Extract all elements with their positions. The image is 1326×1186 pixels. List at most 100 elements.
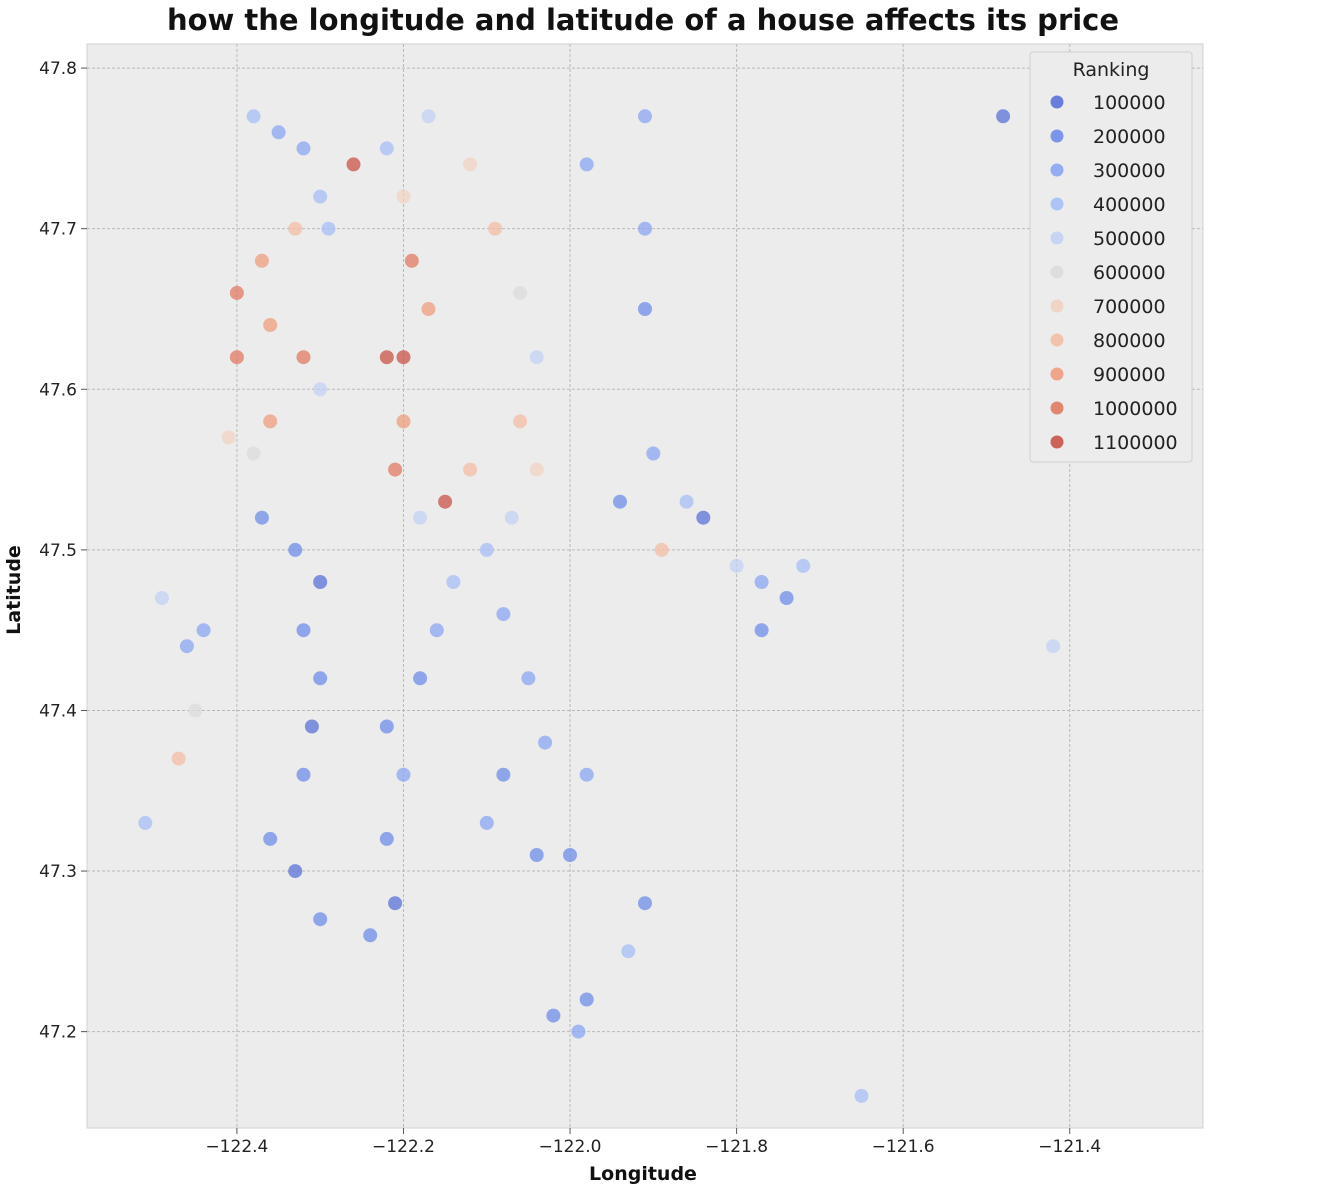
legend-label: 1100000	[1093, 432, 1178, 454]
legend-box	[1029, 51, 1193, 463]
x-tick-label: −122.4	[205, 1137, 268, 1157]
data-point	[379, 719, 394, 734]
data-point	[346, 157, 361, 172]
data-point	[288, 221, 303, 236]
data-point	[638, 221, 652, 236]
data-point	[638, 896, 652, 911]
y-tick-label: 47.4	[39, 701, 77, 721]
data-point	[155, 591, 169, 605]
data-point	[313, 382, 328, 397]
data-point	[504, 510, 519, 525]
data-point	[529, 462, 544, 477]
data-point	[479, 542, 494, 557]
y-axis-label: Latitude	[3, 545, 25, 635]
x-tick-label: −121.4	[1038, 1137, 1101, 1157]
legend-items: 100000 200000 300000 400000 500000 600000 7000…	[1050, 92, 1178, 454]
data-point	[579, 767, 594, 782]
y-tick-label: 47.3	[39, 862, 77, 882]
data-point	[529, 350, 544, 365]
data-point	[463, 462, 478, 477]
legend-marker	[1050, 435, 1064, 449]
data-point	[521, 671, 536, 686]
y-tick-label: 47.2	[39, 1023, 77, 1043]
data-point	[396, 414, 411, 429]
data-point	[179, 639, 194, 654]
data-point	[513, 414, 528, 429]
data-point	[754, 575, 769, 589]
legend-label: 900000	[1093, 364, 1166, 386]
x-axis-ticks: −122.4 −122.2 −122.0 −121.8 −121.6 −121.4	[205, 1128, 1101, 1157]
data-point	[413, 671, 428, 686]
data-point	[429, 623, 444, 638]
data-point	[313, 671, 328, 686]
data-point	[388, 896, 403, 911]
legend-marker	[1050, 231, 1064, 245]
y-axis-ticks: 47.2 47.3 47.4 47.5 47.6 47.7 47.8	[39, 59, 87, 1043]
data-point	[196, 623, 211, 638]
data-point	[638, 109, 652, 124]
data-point	[538, 735, 553, 750]
legend-marker	[1050, 265, 1064, 279]
data-point	[229, 285, 244, 300]
legend-label: 600000	[1093, 262, 1166, 284]
legend-label: 500000	[1093, 228, 1166, 250]
legend-label: 1000000	[1093, 398, 1178, 420]
y-tick-label: 47.6	[39, 380, 77, 400]
data-point	[288, 542, 303, 557]
data-point	[413, 510, 428, 525]
data-point	[446, 575, 461, 589]
data-point	[396, 350, 411, 365]
data-point	[579, 992, 594, 1007]
data-point	[463, 157, 478, 172]
data-point	[296, 767, 311, 782]
data-point	[263, 318, 278, 332]
data-point	[246, 109, 261, 124]
data-point	[379, 350, 394, 365]
data-point	[171, 751, 186, 766]
data-point	[321, 221, 336, 236]
data-point	[379, 141, 394, 156]
chart-title: how the longitude and latitude of a hous…	[167, 3, 1119, 37]
data-point	[621, 944, 636, 959]
legend-title: Ranking	[1073, 59, 1150, 81]
x-axis-label: Longitude	[589, 1163, 697, 1185]
x-tick-label: −122.0	[539, 1137, 602, 1157]
data-point	[638, 302, 652, 316]
legend-marker	[1050, 95, 1064, 109]
data-point	[229, 350, 244, 365]
legend-marker	[1050, 197, 1064, 211]
data-point	[1046, 639, 1061, 654]
data-point	[496, 767, 511, 782]
legend-label: 300000	[1093, 160, 1166, 182]
data-point	[388, 462, 403, 477]
data-point	[729, 558, 744, 573]
y-tick-label: 47.7	[39, 220, 77, 240]
x-tick-label: −121.8	[705, 1137, 768, 1157]
data-point	[646, 446, 661, 461]
data-point	[263, 831, 278, 846]
data-points	[138, 109, 1061, 1103]
data-point	[254, 510, 269, 525]
data-point	[529, 848, 544, 862]
data-point	[404, 253, 419, 268]
legend: Ranking 100000 200000 300000 400000 500000 60…	[1029, 51, 1193, 463]
data-point	[379, 831, 394, 846]
data-point	[779, 591, 794, 605]
data-point	[246, 446, 261, 461]
data-point	[263, 414, 278, 429]
data-point	[221, 430, 236, 445]
data-point	[296, 141, 311, 156]
legend-label: 700000	[1093, 296, 1166, 318]
data-point	[363, 928, 378, 943]
data-point	[313, 189, 328, 204]
legend-label: 400000	[1093, 194, 1166, 216]
data-point	[296, 623, 311, 638]
y-tick-label: 47.5	[39, 541, 77, 561]
data-point	[396, 767, 411, 782]
legend-label: 100000	[1093, 92, 1166, 114]
data-point	[571, 1024, 586, 1039]
data-point	[563, 848, 577, 862]
legend-label: 200000	[1093, 126, 1166, 148]
data-point	[854, 1088, 869, 1103]
